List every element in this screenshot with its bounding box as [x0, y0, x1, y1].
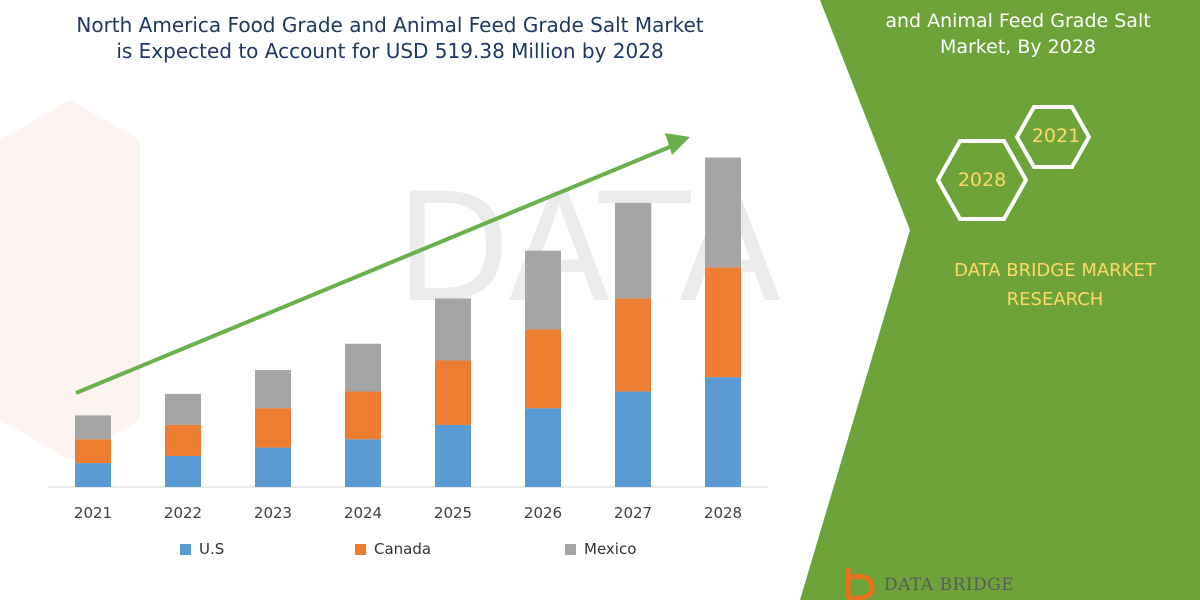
legend-item-us: U.S	[180, 540, 224, 558]
chart-title: North America Food Grade and Animal Feed…	[40, 12, 740, 64]
bar-u-s-2027	[615, 391, 651, 487]
legend-item-canada: Canada	[355, 540, 431, 558]
x-tick-label-2028: 2028	[704, 504, 742, 522]
bar-canada-2028	[705, 267, 741, 378]
x-tick-label-2024: 2024	[344, 504, 382, 522]
side-panel-title-line2: Market, By 2028	[939, 36, 1097, 58]
bar-u-s-2023	[255, 447, 291, 487]
x-tick-label-2023: 2023	[254, 504, 292, 522]
brand-text: DATA BRIDGE MARKET RESEARCH	[925, 256, 1185, 314]
bar-u-s-2025	[435, 424, 471, 487]
side-panel-title: and Animal Feed Grade Salt Market, By 20…	[848, 8, 1188, 60]
hexagon-2028-icon	[935, 139, 1029, 221]
bar-mexico-2024	[345, 343, 381, 392]
bar-u-s-2022	[165, 455, 201, 487]
x-tick-label-2021: 2021	[74, 504, 112, 522]
side-panel-title-line1: and Animal Feed Grade Salt	[885, 10, 1151, 32]
bar-canada-2021	[75, 439, 111, 464]
footer-logo-text: DATA BRIDGE	[884, 575, 1015, 595]
hex-label-2028: 2028	[957, 169, 1007, 191]
bar-u-s-2021	[75, 463, 111, 487]
bar-u-s-2026	[525, 408, 561, 487]
bar-canada-2026	[525, 329, 561, 409]
watermark: DATA	[0, 100, 781, 460]
chart-title-line2: is Expected to Account for USD 519.38 Mi…	[116, 39, 664, 63]
brand-line1: DATA BRIDGE MARKET	[954, 260, 1156, 281]
bars-group	[75, 157, 741, 487]
trend-arrow-head	[665, 133, 690, 155]
legend-label-canada: Canada	[374, 540, 432, 558]
legend-swatch-us	[180, 543, 191, 555]
footer-logo: DATA BRIDGE	[848, 570, 1014, 600]
bar-mexico-2028	[705, 157, 741, 268]
watermark-logo-shape	[0, 100, 140, 460]
bar-canada-2027	[615, 298, 651, 392]
x-tick-label-2027: 2027	[614, 504, 652, 522]
bar-u-s-2024	[345, 439, 381, 487]
chart-title-line1: North America Food Grade and Animal Feed…	[76, 13, 704, 37]
bar-mexico-2023	[255, 370, 291, 409]
bar-mexico-2022	[165, 393, 201, 425]
legend-label-mexico: Mexico	[584, 540, 637, 558]
brand-line2: RESEARCH	[1006, 289, 1104, 310]
legend-label-us: U.S	[199, 540, 225, 558]
bar-mexico-2026	[525, 250, 561, 330]
legend-swatch-canada	[355, 543, 366, 555]
side-panel-background	[800, 0, 1200, 600]
x-tick-label-2022: 2022	[164, 504, 202, 522]
bar-mexico-2027	[615, 202, 651, 299]
legend: U.S Canada Mexico	[0, 540, 760, 562]
legend-item-mexico: Mexico	[565, 540, 636, 558]
hex-label-2021: 2021	[1031, 125, 1081, 147]
bar-canada-2022	[165, 424, 201, 456]
hexagon-2021-icon	[1014, 105, 1092, 169]
footer-logo-icon	[845, 568, 875, 600]
trend-arrow-line	[75, 144, 673, 395]
x-tick-label-2026: 2026	[524, 504, 562, 522]
bar-canada-2023	[255, 408, 291, 448]
bar-u-s-2028	[705, 377, 741, 487]
x-tick-label-2025: 2025	[434, 504, 472, 522]
legend-swatch-mexico	[565, 543, 576, 555]
bar-mexico-2025	[435, 298, 471, 361]
bar-canada-2025	[435, 360, 471, 425]
bar-mexico-2021	[75, 415, 111, 440]
bar-canada-2024	[345, 391, 381, 440]
x-tick-labels: 2021 2022 2023 2024 2025 2026 2027 2028	[74, 504, 742, 522]
